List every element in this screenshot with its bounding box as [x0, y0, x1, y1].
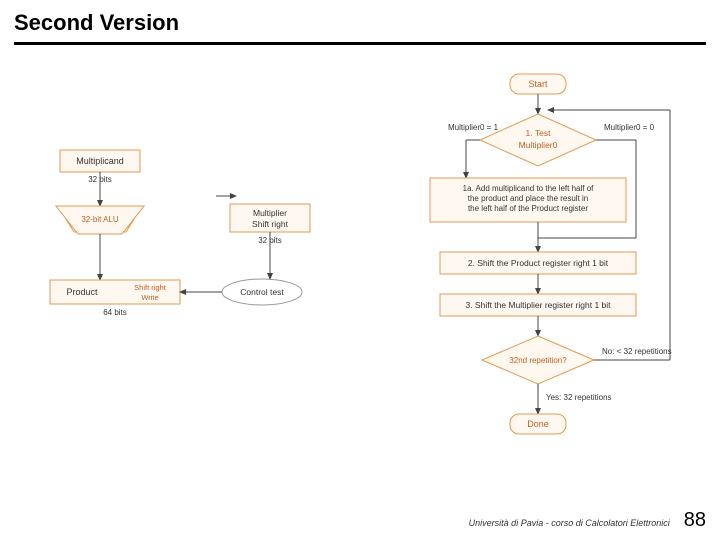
block-diagram: Multiplicand 32 bits 32-bit ALU Product … [20, 140, 350, 400]
decision-label: 32nd repetition? [509, 356, 567, 365]
control-label: Control test [240, 287, 284, 297]
flowchart: Start 1. Test Multiplier0 Multiplier0 = … [370, 70, 710, 490]
s1a-l3: the left half of the Product register [468, 204, 588, 213]
product-wr: Write [141, 293, 158, 302]
title-rule [14, 42, 706, 45]
multiplier-l1: Multiplier [253, 208, 287, 218]
footer-text: Università di Pavia - corso di Calcolato… [469, 518, 670, 528]
alu-label: 32-bit ALU [81, 215, 119, 224]
multiplier-l2: Shift right [252, 219, 289, 229]
s1a-l1: 1a. Add multiplicand to the left half of [463, 184, 595, 193]
test-l1: 1. Test [526, 128, 552, 138]
multiplicand-label: Multiplicand [76, 156, 124, 166]
step3-label: 3. Shift the Multiplier register right 1… [465, 300, 611, 310]
yes-label: Yes: 32 repetitions [546, 393, 612, 402]
loop-label: No: < 32 repetitions [602, 347, 672, 356]
branch-right: Multiplier0 = 0 [604, 123, 655, 132]
footer: Università di Pavia - corso di Calcolato… [469, 509, 706, 532]
product-label: Product [66, 287, 98, 297]
product-sr: Shift right [134, 283, 167, 292]
branch-left: Multiplier0 = 1 [448, 123, 499, 132]
s1a-l2: the product and place the result in [468, 194, 589, 203]
done-label: Done [527, 419, 549, 429]
step2-label: 2. Shift the Product register right 1 bi… [468, 258, 609, 268]
start-label: Start [528, 79, 548, 89]
page-title: Second Version [14, 10, 179, 36]
test-l2: Multiplier0 [519, 140, 558, 150]
product-bits: 64 bits [103, 308, 127, 317]
page-number: 88 [684, 509, 706, 532]
